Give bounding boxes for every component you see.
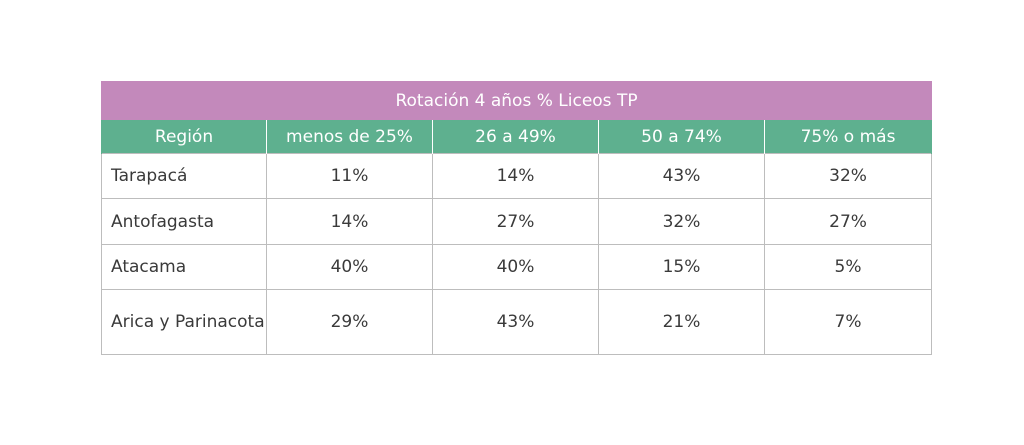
table-row: Atacama 40% 40% 15% 5%	[101, 244, 933, 290]
value-cell: 40%	[432, 244, 599, 290]
table-title: Rotación 4 años % Liceos TP	[100, 81, 933, 120]
region-cell: Arica y Parinacota	[101, 289, 267, 355]
value-cell: 32%	[763, 153, 933, 199]
value-cell: 27%	[432, 198, 599, 245]
value-cell: 5%	[763, 244, 933, 290]
table-row: Arica y Parinacota 29% 43% 21% 7%	[101, 289, 933, 355]
column-header-under-25: menos de 25%	[266, 119, 433, 154]
table-title-row: Rotación 4 años % Liceos TP	[100, 81, 933, 120]
value-cell: 32%	[598, 198, 765, 245]
table-header-row: Región menos de 25% 26 a 49% 50 a 74% 75…	[101, 119, 933, 154]
value-cell: 7%	[763, 289, 933, 355]
value-cell: 27%	[763, 198, 933, 245]
table-row: Antofagasta 14% 27% 32% 27%	[101, 198, 933, 245]
value-cell: 14%	[266, 198, 433, 245]
rotation-table-container: Rotación 4 años % Liceos TP Región menos…	[100, 81, 933, 355]
region-cell: Tarapacá	[101, 153, 267, 199]
region-cell: Antofagasta	[101, 198, 267, 245]
column-header-50-74: 50 a 74%	[598, 119, 765, 154]
value-cell: 15%	[598, 244, 765, 290]
value-cell: 43%	[598, 153, 765, 199]
column-header-region: Región	[101, 119, 267, 154]
rotation-table: Rotación 4 años % Liceos TP Región menos…	[100, 81, 933, 355]
value-cell: 29%	[266, 289, 433, 355]
value-cell: 14%	[432, 153, 599, 199]
value-cell: 11%	[266, 153, 433, 199]
value-cell: 40%	[266, 244, 433, 290]
table-row: Tarapacá 11% 14% 43% 32%	[101, 153, 933, 199]
region-cell: Atacama	[101, 244, 267, 290]
value-cell: 43%	[432, 289, 599, 355]
column-header-26-49: 26 a 49%	[432, 119, 599, 154]
value-cell: 21%	[598, 289, 765, 355]
column-header-75-plus: 75% o más	[763, 119, 933, 154]
